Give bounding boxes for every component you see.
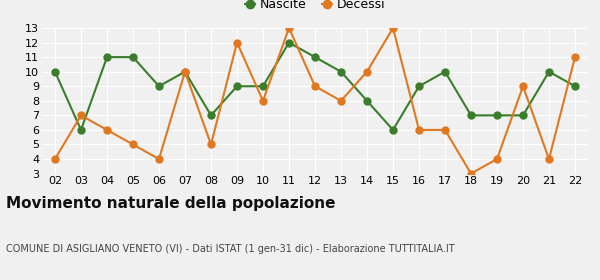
Decessi (181, 70, 188, 73)
Nascite (259, 85, 266, 88)
Nascite (311, 55, 319, 59)
Decessi (415, 128, 422, 132)
Nascite (415, 85, 422, 88)
Decessi (286, 26, 293, 30)
Decessi (208, 143, 215, 146)
Nascite (545, 70, 553, 73)
Line: Decessi: Decessi (52, 25, 578, 177)
Decessi (233, 41, 241, 44)
Decessi (571, 55, 578, 59)
Decessi (103, 128, 110, 132)
Decessi (259, 99, 266, 102)
Decessi (364, 70, 371, 73)
Legend: Nascite, Decessi: Nascite, Decessi (240, 0, 390, 17)
Nascite (155, 85, 163, 88)
Decessi (155, 157, 163, 161)
Nascite (389, 128, 397, 132)
Nascite (493, 114, 500, 117)
Decessi (520, 85, 527, 88)
Decessi (467, 172, 475, 175)
Nascite (286, 41, 293, 44)
Nascite (181, 70, 188, 73)
Decessi (311, 85, 319, 88)
Nascite (208, 114, 215, 117)
Decessi (337, 99, 344, 102)
Decessi (545, 157, 553, 161)
Decessi (130, 143, 137, 146)
Decessi (77, 114, 85, 117)
Text: Movimento naturale della popolazione: Movimento naturale della popolazione (6, 196, 335, 211)
Nascite (364, 99, 371, 102)
Nascite (233, 85, 241, 88)
Nascite (467, 114, 475, 117)
Nascite (77, 128, 85, 132)
Decessi (52, 157, 59, 161)
Nascite (103, 55, 110, 59)
Nascite (52, 70, 59, 73)
Nascite (442, 70, 449, 73)
Line: Nascite: Nascite (52, 39, 578, 133)
Nascite (130, 55, 137, 59)
Nascite (520, 114, 527, 117)
Decessi (389, 26, 397, 30)
Decessi (493, 157, 500, 161)
Decessi (442, 128, 449, 132)
Nascite (337, 70, 344, 73)
Text: COMUNE DI ASIGLIANO VENETO (VI) - Dati ISTAT (1 gen-31 dic) - Elaborazione TUTTI: COMUNE DI ASIGLIANO VENETO (VI) - Dati I… (6, 244, 455, 254)
Nascite (571, 85, 578, 88)
